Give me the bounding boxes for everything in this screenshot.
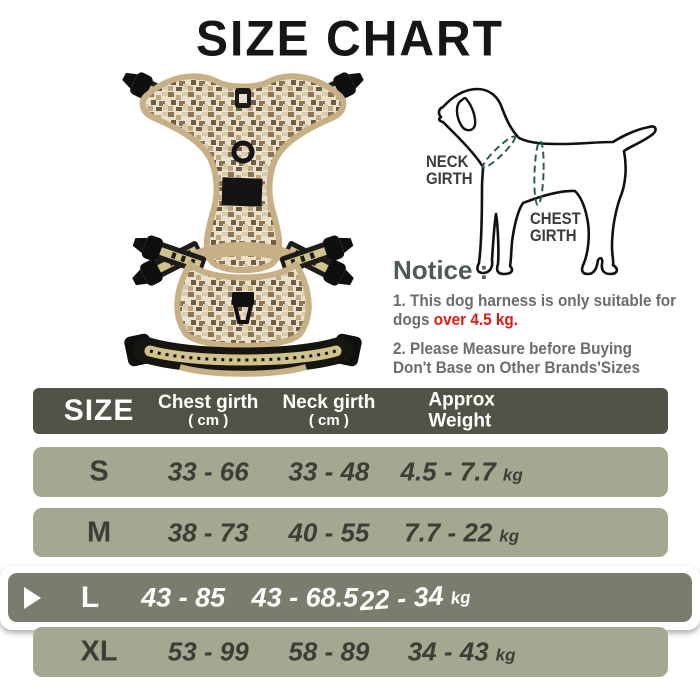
dog-outline — [437, 87, 657, 276]
size-value: L — [80, 580, 100, 614]
neck-girth-line — [481, 135, 517, 169]
table-row-size-l-selected: L 43 - 85 43 - 68.5 22 - 34 kg — [8, 573, 692, 622]
notice-weight-highlight: over 4.5 kg. — [433, 310, 519, 330]
chest-girth-label: CHEST GIRTH — [530, 209, 581, 246]
weight-value: 34 - 43 kg — [407, 636, 516, 667]
notice-section: Notice : 1. This dog harness is only sui… — [393, 255, 700, 377]
size-table-header: SIZE Chest girth ( cm ) Neck girth ( cm … — [33, 388, 668, 434]
notice-item-1: 1. This dog harness is only suitable for… — [393, 291, 677, 330]
dog-measurement-diagram — [437, 87, 657, 276]
chest-girth-value: 38 - 73 — [167, 517, 249, 547]
size-value: M — [86, 516, 112, 548]
notice-item-2: 2. Please Measure before Buying Don't Ba… — [393, 339, 641, 378]
size-value: S — [89, 455, 109, 488]
chest-girth-value: 33 - 66 — [167, 456, 249, 487]
harness-photo — [118, 65, 368, 377]
weight-value: 4.5 - 7.7 kg — [400, 456, 523, 487]
neck-girth-label: NECK GIRTH — [426, 152, 473, 189]
column-size: SIZE — [63, 394, 135, 427]
column-approx-weight: Approx Weight — [428, 389, 495, 432]
neck-girth-value: 40 - 55 — [288, 517, 370, 547]
notice-heading: Notice : — [393, 255, 489, 285]
column-chest-girth: Chest girth ( cm ) — [158, 392, 259, 430]
harness-front-view — [124, 230, 362, 377]
size-value: XL — [80, 635, 118, 668]
table-row-size-s: S 33 - 66 33 - 48 4.5 - 7.7 kg — [33, 447, 668, 497]
chest-girth-value: 43 - 85 — [141, 582, 226, 612]
selected-row-arrow-icon — [24, 586, 41, 609]
page-title: SIZE CHART — [196, 11, 504, 68]
weight-value: 22 - 34 kg — [358, 580, 472, 616]
weight-value: 7.7 - 22 kg — [404, 517, 520, 547]
column-neck-girth: Neck girth ( cm ) — [282, 392, 376, 430]
harness-top-view — [118, 65, 368, 293]
neck-girth-value: 43 - 68.5 — [251, 582, 359, 612]
dog-ear — [455, 96, 477, 132]
table-row-size-xl: XL 53 - 99 58 - 89 34 - 43 kg — [33, 627, 668, 677]
chest-girth-value: 53 - 99 — [167, 636, 249, 667]
neck-girth-value: 33 - 48 — [288, 456, 370, 487]
neck-girth-value: 58 - 89 — [288, 636, 370, 667]
table-row-size-m: M 38 - 73 40 - 55 7.7 - 22 kg — [33, 508, 668, 557]
